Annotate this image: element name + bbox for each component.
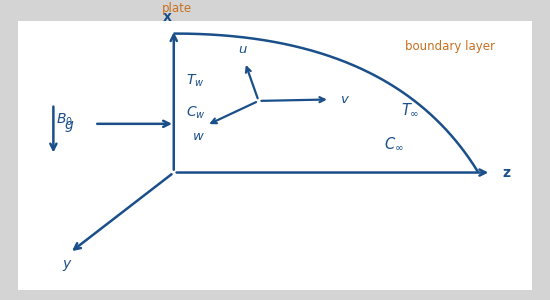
Text: boundary layer: boundary layer <box>405 40 495 53</box>
FancyBboxPatch shape <box>18 21 532 290</box>
Text: $y$: $y$ <box>62 259 73 274</box>
Text: $g$: $g$ <box>64 119 75 134</box>
Text: plate: plate <box>162 2 191 15</box>
Text: $v$: $v$ <box>339 93 350 106</box>
Text: $T_w$: $T_w$ <box>186 73 204 89</box>
Text: $C_\infty$: $C_\infty$ <box>384 136 404 152</box>
Text: x: x <box>163 10 172 23</box>
Text: $T_\infty$: $T_\infty$ <box>401 101 419 118</box>
Text: $u$: $u$ <box>238 44 248 56</box>
Text: $C_w$: $C_w$ <box>186 104 206 121</box>
Text: z: z <box>502 166 510 179</box>
Text: $w$: $w$ <box>192 130 205 142</box>
Text: $B_0$: $B_0$ <box>56 111 73 128</box>
